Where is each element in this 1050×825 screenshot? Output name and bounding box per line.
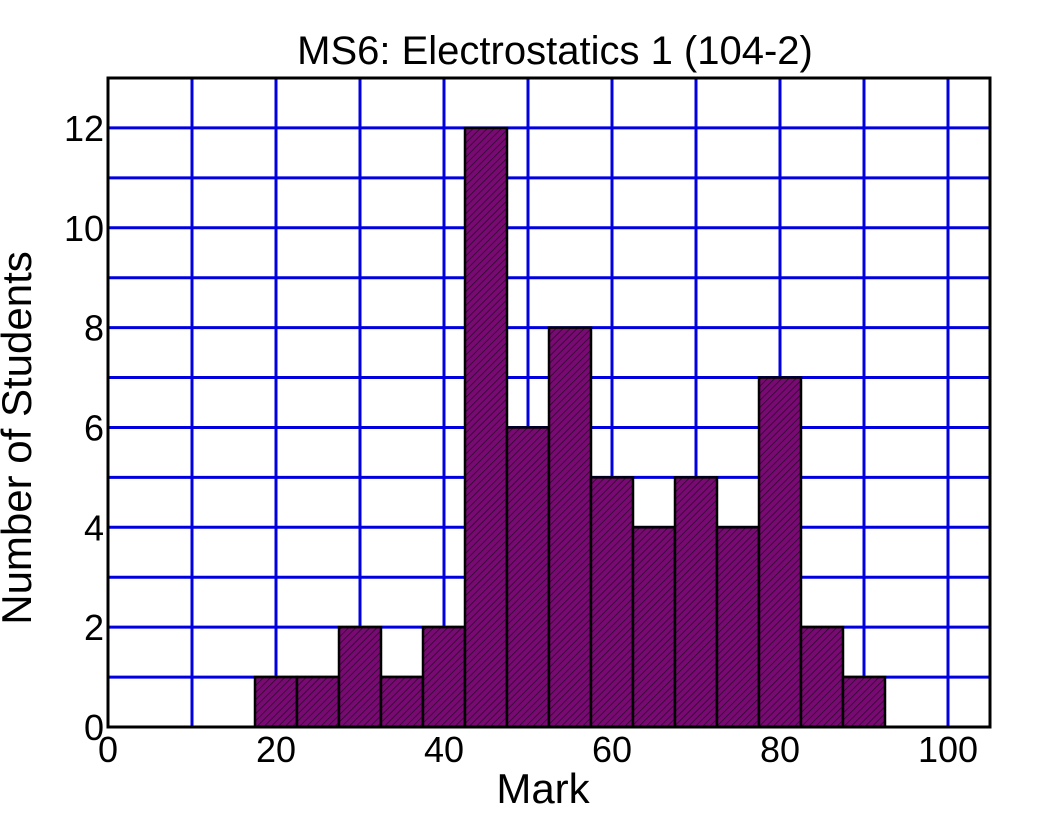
y-tick-label: 2: [84, 607, 104, 648]
histogram-bar: [295, 675, 341, 729]
x-tick-label: 80: [760, 729, 800, 770]
plot-frame: [106, 76, 992, 729]
y-tick-label: 4: [84, 507, 104, 548]
x-tick-labels: 0 20 40 60 80 100: [98, 729, 978, 770]
y-tick-labels: 0 2 4 6 8 10 12: [64, 108, 104, 748]
histogram-bar: [673, 476, 719, 729]
histogram-bar: [379, 675, 425, 729]
histogram-bar: [589, 476, 635, 729]
histogram-bar: [547, 326, 593, 729]
y-axis-label: Number of Students: [0, 251, 40, 625]
histogram-bar: [715, 526, 761, 729]
y-tick-label: 12: [64, 108, 104, 149]
x-tick-label: 60: [592, 729, 632, 770]
histogram-bar: [337, 625, 383, 729]
x-tick-label: 0: [98, 729, 118, 770]
chart-title: MS6: Electrostatics 1 (104-2): [297, 29, 813, 73]
x-tick-label: 40: [424, 729, 464, 770]
histogram-bar: [631, 526, 677, 729]
bars: [253, 126, 887, 729]
y-tick-label: 6: [84, 407, 104, 448]
histogram-bar: [421, 625, 467, 729]
x-tick-label: 100: [918, 729, 978, 770]
histogram-bar: [799, 625, 845, 729]
histogram-bar: [841, 675, 887, 729]
x-tick-label: 20: [256, 729, 296, 770]
y-tick-label: 0: [84, 707, 104, 748]
histogram-bar: [253, 675, 299, 729]
y-tick-label: 10: [64, 208, 104, 249]
histogram-bar: [505, 426, 551, 729]
x-axis-label: Mark: [496, 765, 590, 812]
histogram-bar: [757, 376, 803, 729]
y-tick-label: 8: [84, 308, 104, 349]
histogram-bar: [463, 126, 509, 729]
